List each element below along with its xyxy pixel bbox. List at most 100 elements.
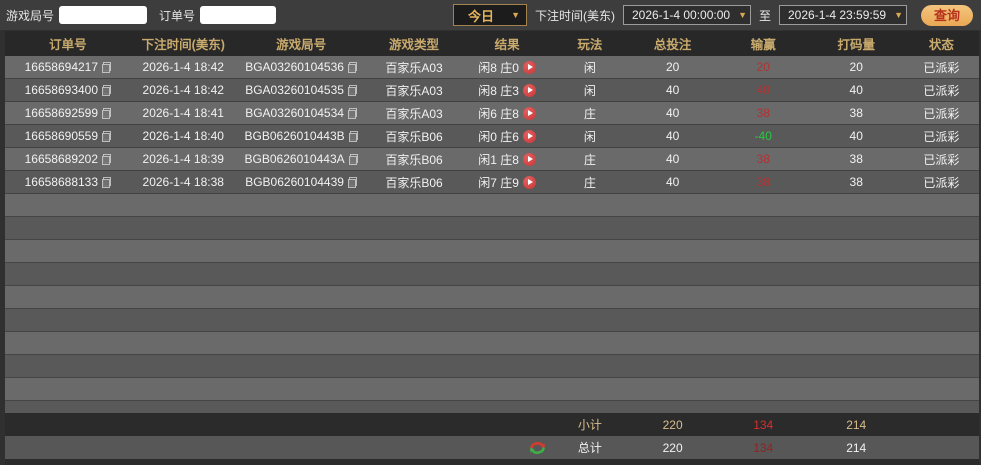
table-row: 16658693400 2026-1-4 18:42 BGA03260104535 百… — [5, 79, 979, 102]
cell-result: 闲7 庄9 — [462, 171, 553, 193]
copy-icon[interactable] — [347, 176, 357, 188]
round-id-value: BGB0626010443A — [244, 152, 345, 166]
table-row: 16658689202 2026-1-4 18:39 BGB0626010443A 百… — [5, 148, 979, 171]
round-id-value: BGB0626010443B — [244, 129, 345, 143]
table-row: 16658690559 2026-1-4 18:40 BGB0626010443B 百… — [5, 125, 979, 148]
round-id-value: BGA03260104535 — [245, 83, 344, 97]
subtotal-total-bet: 220 — [662, 417, 683, 432]
end-time-value: 2026-1-4 23:59:59 — [788, 8, 887, 22]
replay-play-icon[interactable] — [522, 129, 536, 143]
copy-icon[interactable] — [102, 107, 112, 119]
result-value: 闲0 庄6 — [478, 129, 519, 144]
cell-total-bet: 20 — [665, 60, 680, 74]
result-value: 闲1 庄8 — [478, 152, 519, 167]
cell-win-loss: 38 — [756, 175, 770, 189]
copy-icon[interactable] — [102, 176, 112, 188]
header-game-type: 游戏类型 — [389, 38, 440, 52]
header-order-id: 订单号 — [49, 38, 87, 52]
result-value: 闲6 庄8 — [478, 106, 519, 121]
cell-bet-time: 2026-1-4 18:39 — [142, 152, 224, 166]
order-id-value: 16658692599 — [24, 106, 99, 120]
subtotal-win-loss: 134 — [753, 417, 774, 432]
subtotal-label: 小计 — [577, 418, 602, 432]
bottom-strip — [5, 459, 979, 465]
copy-icon[interactable] — [347, 107, 357, 119]
end-time-select[interactable]: 2026-1-4 23:59:59 ▼ — [779, 5, 907, 25]
date-range-select[interactable]: 今日 ▼ — [452, 4, 527, 26]
cell-status: 已派彩 — [923, 129, 960, 144]
cell-round-id: BGB06260104439 — [236, 171, 367, 193]
bet-time-label: 下注时间(美东) — [534, 8, 615, 23]
cell-win-loss: 38 — [756, 152, 770, 166]
query-button[interactable]: 查询 — [921, 4, 973, 26]
result-value: 闲8 庄0 — [478, 60, 519, 75]
game-round-input[interactable] — [59, 6, 148, 24]
copy-icon[interactable] — [102, 130, 112, 142]
replay-play-icon[interactable] — [522, 175, 536, 189]
replay-play-icon[interactable] — [522, 83, 536, 97]
cell-turnover: 38 — [849, 175, 863, 189]
cell-result: 闲0 庄6 — [462, 125, 553, 147]
cell-game-type: 百家乐A03 — [385, 60, 443, 75]
cell-play-type: 庄 — [583, 175, 596, 190]
cell-play-type: 庄 — [583, 106, 596, 121]
empty-rows-filler — [5, 194, 979, 413]
cell-bet-time: 2026-1-4 18:38 — [142, 175, 224, 189]
cell-turnover: 38 — [849, 152, 863, 166]
start-time-value: 2026-1-4 00:00:00 — [631, 8, 731, 22]
start-time-select[interactable]: 2026-1-4 00:00:00 ▼ — [622, 5, 751, 25]
cell-win-loss: 40 — [756, 83, 770, 97]
cell-total-bet: 40 — [665, 152, 680, 166]
copy-icon[interactable] — [348, 130, 358, 142]
cell-order-id: 16658693400 — [5, 79, 131, 101]
grand-total-turnover: 214 — [846, 440, 867, 455]
cell-play-type: 闲 — [583, 60, 596, 75]
order-id-value: 16658688133 — [24, 175, 99, 189]
swap-refresh-icon[interactable] — [529, 441, 546, 455]
cell-bet-time: 2026-1-4 18:42 — [142, 83, 224, 97]
copy-icon[interactable] — [102, 153, 112, 165]
cell-result: 闲8 庄3 — [462, 79, 553, 101]
grand-total-total-bet: 220 — [662, 440, 683, 455]
cell-bet-time: 2026-1-4 18:41 — [142, 106, 224, 120]
cell-round-id: BGA03260104534 — [236, 102, 367, 124]
cell-game-type: 百家乐A03 — [385, 83, 443, 98]
cell-order-id: 16658690559 — [5, 125, 131, 147]
header-bet-time: 下注时间(美东) — [141, 38, 225, 52]
cell-status: 已派彩 — [923, 83, 960, 98]
subtotal-turnover: 214 — [846, 417, 867, 432]
replay-play-icon[interactable] — [522, 60, 536, 74]
order-id-input[interactable] — [200, 6, 277, 24]
table-row: 16658688133 2026-1-4 18:38 BGB06260104439 百… — [5, 171, 979, 194]
copy-icon[interactable] — [347, 84, 357, 96]
order-id-label: 订单号 — [159, 8, 196, 23]
replay-play-icon[interactable] — [522, 152, 536, 166]
cell-bet-time: 2026-1-4 18:40 — [142, 129, 224, 143]
cell-total-bet: 40 — [665, 129, 680, 143]
table-body: 16658694217 2026-1-4 18:42 BGA03260104536 百… — [5, 56, 979, 194]
copy-icon[interactable] — [102, 84, 112, 96]
header-play-type: 玩法 — [577, 38, 603, 52]
grand-total-row: 总计 220 134 214 — [5, 436, 979, 459]
cell-round-id: BGB0626010443A — [236, 148, 367, 170]
chevron-down-icon: ▼ — [894, 10, 904, 20]
copy-icon[interactable] — [347, 61, 357, 73]
cell-win-loss: 38 — [756, 106, 770, 120]
cell-order-id: 16658688133 — [5, 171, 131, 193]
round-id-value: BGB06260104439 — [245, 175, 344, 189]
cell-turnover: 40 — [849, 83, 863, 97]
copy-icon[interactable] — [102, 61, 112, 73]
subtotal-row: 小计 220 134 214 — [5, 413, 979, 436]
bet-records-table: 订单号 下注时间(美东) 游戏局号 游戏类型 结果 玩法 总投注 输赢 打码量 状态 166586… — [5, 31, 979, 465]
cell-result: 闲8 庄0 — [462, 56, 553, 78]
replay-play-icon[interactable] — [522, 106, 536, 120]
copy-icon[interactable] — [348, 153, 358, 165]
cell-round-id: BGB0626010443B — [236, 125, 367, 147]
grand-total-label: 总计 — [577, 441, 602, 455]
table-row: 16658692599 2026-1-4 18:41 BGA03260104534 百… — [5, 102, 979, 125]
cell-win-loss: 20 — [756, 60, 770, 74]
cell-turnover: 38 — [849, 106, 863, 120]
header-turnover: 打码量 — [837, 38, 875, 52]
cell-bet-time: 2026-1-4 18:42 — [142, 60, 224, 74]
round-id-value: BGA03260104536 — [245, 60, 344, 74]
